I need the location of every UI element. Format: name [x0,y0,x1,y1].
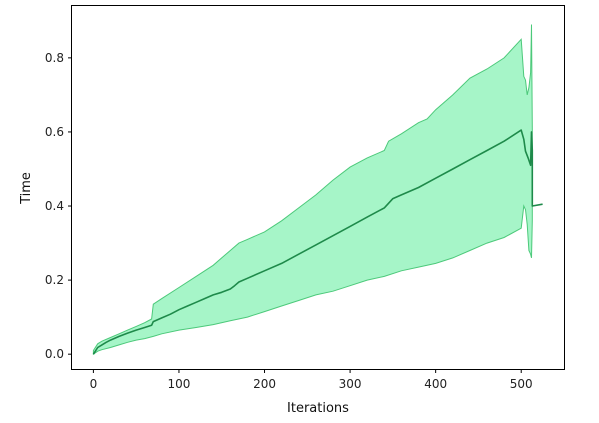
x-tick-label: 200 [253,377,276,391]
y-tick-label: 0.2 [45,273,64,287]
y-tick-label: 0.6 [45,125,64,139]
x-tick-label: 100 [168,377,191,391]
y-tick-label: 0.8 [45,51,64,65]
y-tick-label: 0.0 [45,347,64,361]
x-tick-label: 400 [424,377,447,391]
axes-frame [71,5,565,370]
y-axis-label: Time [19,172,34,205]
plot-area [92,24,543,356]
x-tick-label: 0 [90,377,98,391]
x-axis-ticks: 0 100 200 300 400 500 [90,369,533,391]
series-line-mean [92,129,543,355]
confidence-band [92,24,533,356]
x-axis-label: Iterations [287,401,349,416]
x-tick-label: 300 [339,377,362,391]
mean-line [92,129,543,355]
x-tick-label: 500 [510,377,533,391]
y-axis-ticks: 0.0 0.2 0.4 0.6 0.8 [45,51,72,361]
y-tick-label: 0.4 [45,199,64,213]
band-area [92,24,533,356]
